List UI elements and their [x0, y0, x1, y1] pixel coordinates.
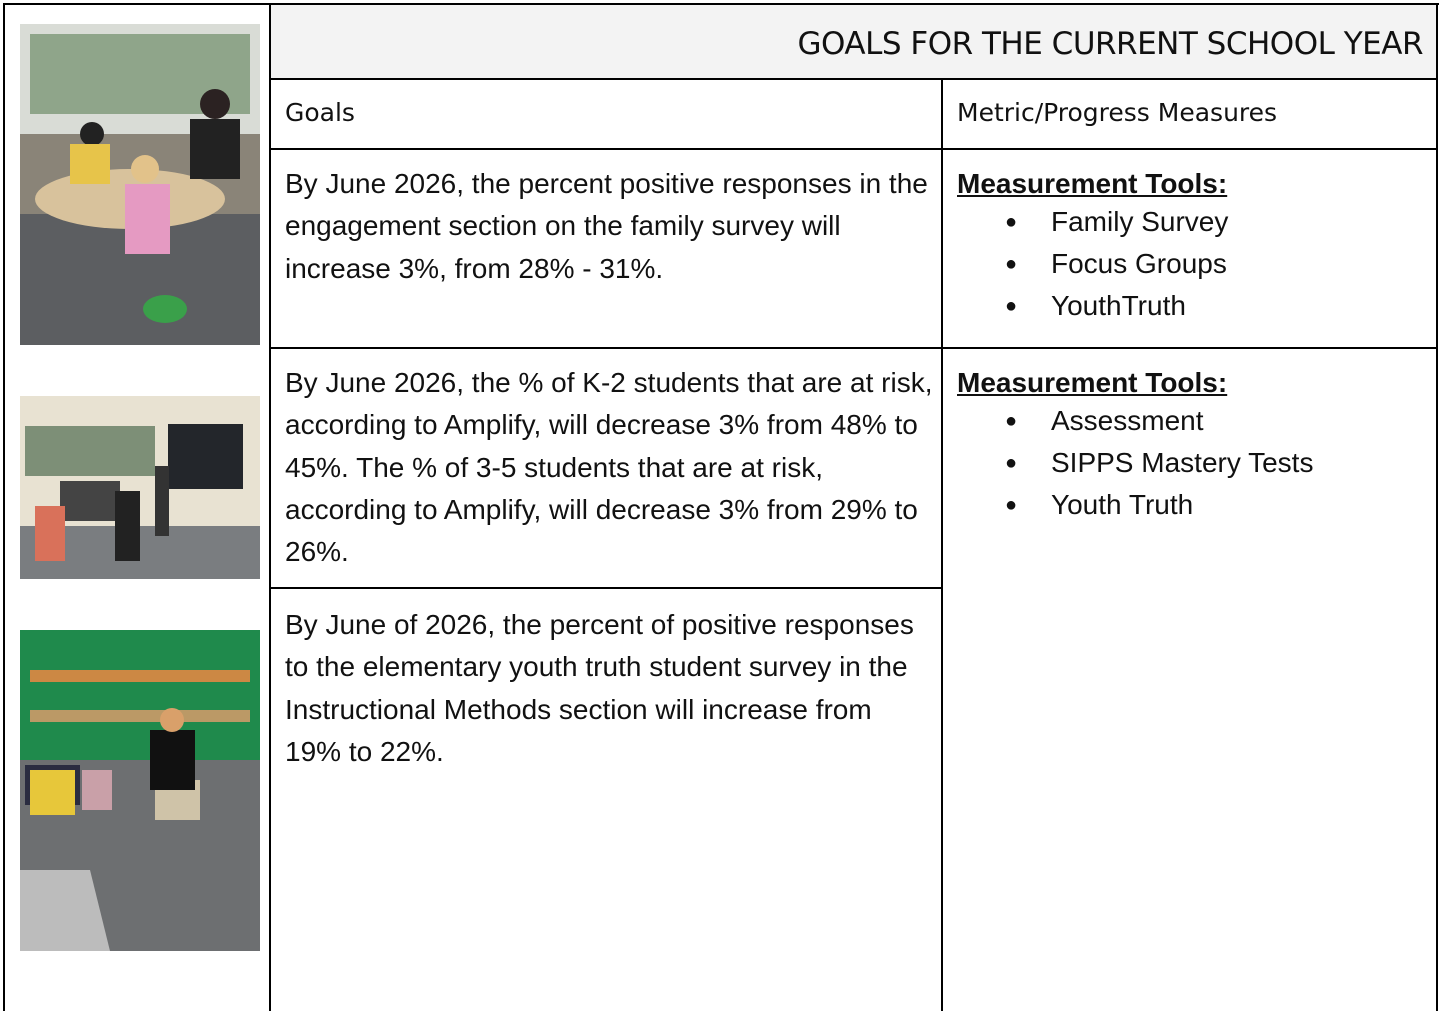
metric-item: Focus Groups: [1005, 243, 1427, 285]
photo: [20, 396, 260, 579]
metric-list: Assessment SIPPS Mastery Tests Youth Tru…: [957, 400, 1427, 526]
metric-item: YouthTruth: [1005, 285, 1427, 327]
border: [941, 79, 943, 1011]
metric-item: Family Survey: [1005, 201, 1427, 243]
border: [3, 3, 1439, 5]
goal-text: By June 2026, the percent positive respo…: [285, 168, 928, 284]
border: [269, 78, 1438, 80]
border: [269, 587, 942, 589]
metric-heading: Measurement Tools:: [957, 168, 1228, 199]
metric-item: SIPPS Mastery Tests: [1005, 442, 1427, 484]
goal-text: By June 2026, the % of K-2 students that…: [285, 367, 933, 568]
border: [269, 148, 1438, 150]
border: [269, 347, 1438, 349]
metric-item: Assessment: [1005, 400, 1427, 442]
column-header: Goals: [285, 98, 355, 127]
column-header: Metric/Progress Measures: [957, 98, 1278, 127]
border: [3, 3, 5, 1011]
metric-heading: Measurement Tools:: [957, 367, 1228, 398]
metric-cell: Measurement Tools: Family Survey Focus G…: [957, 167, 1427, 327]
metric-item: Youth Truth: [1005, 484, 1427, 526]
table-title: GOALS FOR THE CURRENT SCHOOL YEAR: [797, 26, 1423, 62]
goal-text: By June of 2026, the percent of positive…: [285, 609, 914, 767]
border: [269, 3, 271, 1011]
metric-cell: Measurement Tools: Assessment SIPPS Mast…: [957, 366, 1427, 526]
metric-list: Family Survey Focus Groups YouthTruth: [957, 201, 1427, 327]
border: [1436, 3, 1438, 1011]
photo: [20, 24, 260, 345]
photo: [20, 630, 260, 951]
header-bg: [270, 4, 1437, 79]
